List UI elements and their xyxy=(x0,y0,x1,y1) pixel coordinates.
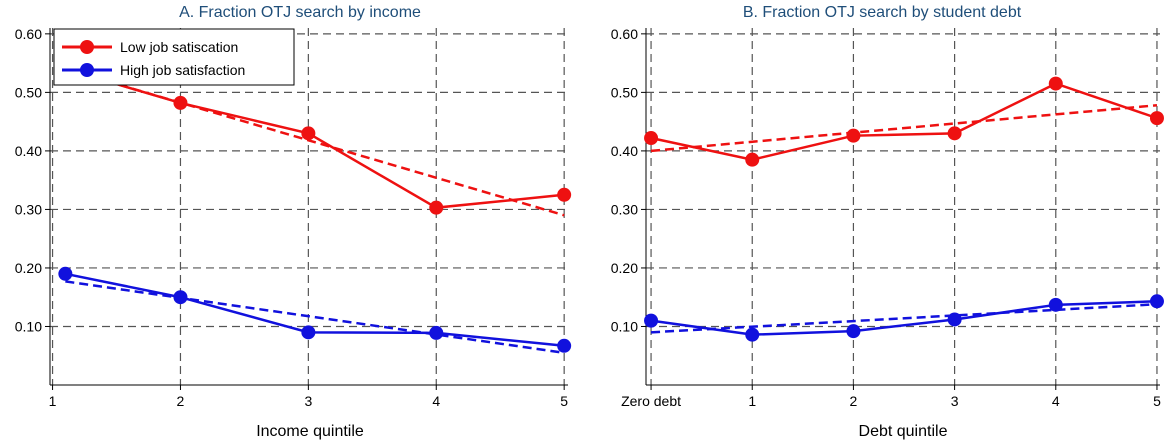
series-line-low xyxy=(650,82,1158,161)
fit-line-high xyxy=(650,302,1158,334)
y-tick-label: 0.10 xyxy=(611,318,638,334)
y-tick-label: 0.10 xyxy=(15,318,42,334)
data-point-low xyxy=(846,128,861,143)
data-point-high xyxy=(557,338,572,353)
y-tick-label: 0.60 xyxy=(611,26,638,42)
x-tick-label: 3 xyxy=(951,393,959,409)
series-high xyxy=(58,266,572,355)
data-point-high xyxy=(301,325,316,340)
x-tick-label: 2 xyxy=(177,393,185,409)
x-tick-label: 1 xyxy=(49,393,57,409)
data-point-high xyxy=(1048,297,1063,312)
x-tick-label: 5 xyxy=(1153,393,1161,409)
y-tick-label: 0.50 xyxy=(15,84,42,100)
data-point-low xyxy=(173,95,188,110)
data-point-high xyxy=(173,290,188,305)
x-tick-label: 4 xyxy=(432,393,440,409)
data-point-high xyxy=(58,266,73,281)
data-point-low xyxy=(301,126,316,141)
data-point-high xyxy=(745,327,760,342)
x-tick-label: Zero debt xyxy=(621,393,681,409)
series-high xyxy=(644,294,1164,342)
data-point-low xyxy=(1149,111,1164,126)
panel-student-debt: B. Fraction OTJ search by student debt D… xyxy=(611,4,1164,440)
y-tick-label: 0.60 xyxy=(15,26,42,42)
data-point-low xyxy=(557,187,572,202)
panel-title: B. Fraction OTJ search by student debt xyxy=(743,4,1022,21)
panel-title: A. Fraction OTJ search by income xyxy=(179,4,421,21)
x-tick-label: 4 xyxy=(1052,393,1060,409)
x-tick-label: 2 xyxy=(850,393,858,409)
series-low xyxy=(644,76,1164,167)
x-tick-label: 3 xyxy=(304,393,312,409)
legend-box xyxy=(53,28,295,86)
y-tick-label: 0.40 xyxy=(611,143,638,159)
y-tick-label: 0.20 xyxy=(611,260,638,276)
x-tick-label: 5 xyxy=(560,393,568,409)
panel-income: A. Fraction OTJ search by income Income … xyxy=(15,4,572,440)
x-tick-label: 1 xyxy=(748,393,756,409)
y-tick-label: 0.50 xyxy=(611,84,638,100)
grid-lines xyxy=(50,28,568,385)
legend-label-high: High job satisfaction xyxy=(120,62,245,78)
data-point-high xyxy=(846,324,861,339)
data-point-high xyxy=(644,313,659,328)
y-tick-label: 0.40 xyxy=(15,143,42,159)
data-point-high xyxy=(429,325,444,340)
data-point-low xyxy=(644,131,659,146)
y-tick-label: 0.30 xyxy=(15,201,42,217)
data-point-low xyxy=(947,126,962,141)
legend-marker-high xyxy=(80,63,94,77)
data-point-high xyxy=(1149,294,1164,309)
data-point-low xyxy=(429,200,444,215)
legend: Low job satiscation High job satisfactio… xyxy=(53,28,295,86)
y-tick-label: 0.20 xyxy=(15,260,42,276)
x-axis-label: Income quintile xyxy=(256,423,364,440)
fit-line-high xyxy=(65,280,565,355)
x-axis-label: Debt quintile xyxy=(859,423,948,440)
series-line-low xyxy=(64,67,565,209)
data-point-low xyxy=(1048,76,1063,91)
series-line-high xyxy=(650,300,1158,336)
y-tick-label: 0.30 xyxy=(611,201,638,217)
data-point-low xyxy=(745,152,760,167)
legend-label-low: Low job satiscation xyxy=(120,39,238,55)
data-point-high xyxy=(947,312,962,327)
fit-line-low xyxy=(650,104,1158,153)
legend-marker-low xyxy=(80,40,94,54)
